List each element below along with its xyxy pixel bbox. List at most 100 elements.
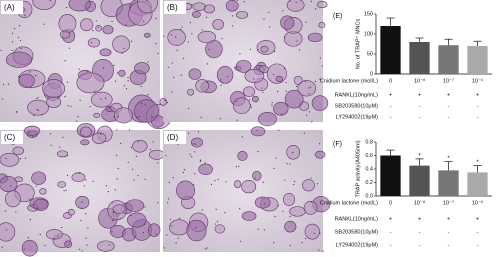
cell [59, 30, 71, 39]
speck [155, 17, 157, 20]
speck [310, 177, 312, 179]
speck [189, 153, 191, 155]
speck [216, 221, 219, 223]
cell [169, 219, 190, 236]
speck [221, 37, 223, 40]
cell [314, 150, 326, 159]
speck [197, 131, 200, 133]
speck [311, 121, 313, 123]
speck [298, 49, 301, 51]
cell [67, 208, 75, 216]
speck [10, 185, 12, 187]
cell [97, 240, 115, 252]
cell [187, 88, 195, 96]
y-axis-label: No. of TRAP⁺ MNCs [354, 19, 361, 70]
cell [91, 132, 107, 144]
speck [188, 107, 190, 110]
speck [167, 66, 169, 68]
cell [280, 15, 295, 30]
speck [295, 1, 297, 4]
speck [82, 135, 85, 137]
speck [116, 154, 118, 156]
speck [176, 49, 178, 51]
speck [135, 155, 137, 158]
speck [144, 206, 146, 208]
speck [76, 120, 78, 122]
row-cell: - [419, 242, 421, 248]
speck [239, 53, 241, 55]
speck [191, 33, 193, 35]
row-cell: + [447, 216, 450, 222]
speck [322, 250, 324, 252]
speck [125, 24, 127, 26]
speck [143, 20, 145, 22]
speck [301, 242, 303, 244]
speck [32, 136, 34, 138]
panel-label: (D) [167, 133, 178, 142]
cell [191, 10, 201, 18]
cell [214, 224, 226, 234]
speck [112, 219, 114, 221]
speck [157, 52, 159, 55]
cell [176, 180, 196, 201]
cell [286, 144, 301, 160]
cell [132, 139, 148, 153]
speck [220, 84, 222, 86]
cell [80, 18, 94, 32]
speck [128, 129, 131, 131]
speck [215, 208, 217, 210]
cell [284, 90, 304, 109]
speck [318, 249, 320, 251]
speck [100, 88, 102, 90]
speck [183, 168, 186, 171]
bar [380, 26, 401, 74]
speck [123, 85, 125, 87]
speck [217, 178, 219, 180]
speck [157, 202, 159, 204]
speck [195, 226, 197, 229]
speck [37, 109, 39, 112]
speck [194, 143, 197, 145]
cell [232, 97, 251, 115]
speck [28, 198, 31, 200]
speck [64, 96, 66, 98]
speck [79, 99, 81, 102]
speck [50, 144, 52, 146]
speck [214, 180, 216, 182]
speck [319, 78, 321, 80]
speck [282, 210, 284, 212]
panel-label: (C) [4, 133, 15, 142]
speck [261, 87, 263, 89]
row-cell: - [390, 229, 392, 235]
speck [201, 29, 203, 31]
speck [283, 67, 286, 69]
speck [257, 49, 259, 51]
significance: * [447, 156, 450, 162]
speck [236, 0, 239, 1]
speck [206, 81, 208, 84]
speck [146, 0, 148, 1]
cell [31, 171, 47, 185]
speck [199, 160, 202, 162]
speck [205, 248, 207, 250]
row-cell: 10⁻⁸ [414, 199, 425, 206]
speck [130, 147, 132, 149]
speck [138, 116, 140, 118]
speck [180, 181, 183, 183]
speck [206, 247, 208, 249]
speck [29, 219, 31, 221]
speck [144, 178, 146, 180]
speck [227, 76, 229, 78]
row-cell: 10⁻⁶ [472, 77, 483, 84]
y-tick-label: 0.6 [365, 153, 373, 159]
speck [61, 226, 63, 229]
micrograph: (D) [163, 126, 331, 252]
speck [263, 18, 265, 20]
cell [56, 150, 68, 158]
cell [237, 150, 248, 161]
speck [157, 162, 159, 164]
bar [380, 155, 401, 196]
row-cell: - [477, 114, 479, 120]
speck [1, 246, 3, 248]
